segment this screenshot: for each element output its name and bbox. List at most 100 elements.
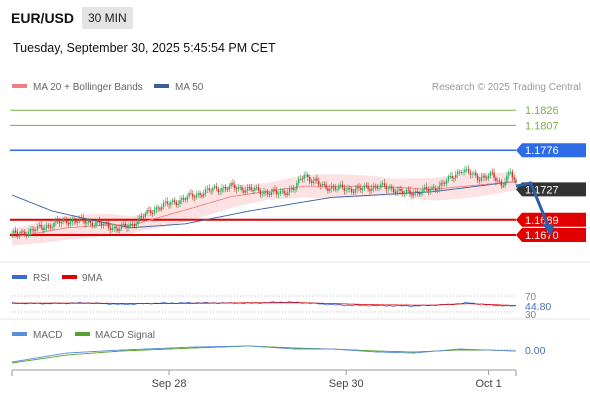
candle-body	[177, 203, 179, 205]
candle-body	[312, 180, 315, 183]
candle-body	[175, 202, 178, 205]
candle-body	[117, 228, 119, 231]
candle-body	[445, 180, 448, 184]
candle-body	[318, 181, 320, 185]
candle-body	[270, 191, 273, 195]
candle-body	[374, 186, 377, 187]
candle-body	[392, 188, 395, 193]
candle-body	[259, 190, 262, 195]
candle-body	[272, 189, 274, 192]
candle-body	[235, 188, 238, 190]
candle-body	[347, 187, 349, 190]
candle-body	[418, 192, 420, 195]
candle-body	[263, 191, 265, 194]
candle-body	[29, 229, 31, 233]
candle-body	[53, 222, 55, 227]
candle-body	[329, 188, 331, 191]
macd-line	[11, 345, 517, 363]
candle-body	[285, 193, 287, 195]
candle-body	[403, 192, 406, 194]
candle-body	[387, 188, 389, 190]
candle-body	[148, 210, 150, 211]
candle-body	[182, 197, 185, 200]
candle-body	[60, 221, 63, 224]
candle-body	[455, 174, 457, 179]
candle-body	[206, 188, 209, 190]
candle-body	[279, 190, 282, 194]
candle-body	[409, 190, 411, 194]
candle-body	[323, 183, 325, 185]
candle-body	[288, 188, 291, 193]
candle-body	[67, 223, 70, 225]
candle-body	[350, 188, 353, 193]
candle-body	[402, 191, 404, 194]
candle-body	[423, 187, 426, 189]
candle-body	[20, 231, 22, 234]
candle-body	[170, 202, 172, 205]
candle-body	[290, 188, 293, 190]
candle-body	[341, 184, 344, 188]
candle-body	[451, 175, 453, 179]
candle-body	[195, 194, 198, 198]
candle-body	[199, 193, 201, 195]
candle-body	[186, 196, 189, 200]
candle-body	[316, 178, 318, 182]
candle-body	[381, 183, 384, 185]
candle-body	[35, 229, 37, 231]
candle-body	[25, 234, 28, 236]
candle-body	[40, 224, 42, 228]
candle-body	[493, 172, 495, 178]
candle-body	[45, 225, 48, 228]
candle-body	[484, 175, 486, 178]
candle-body	[453, 178, 455, 179]
candle-body	[361, 188, 364, 190]
candle-body	[473, 172, 475, 174]
candle-body	[153, 209, 156, 214]
candle-body	[162, 202, 165, 207]
rsi-legend-swatch	[12, 275, 27, 279]
candle-body	[173, 200, 176, 203]
ma50-legend-swatch	[154, 84, 169, 88]
candle-body	[476, 175, 479, 181]
candle-body	[299, 178, 302, 180]
candle-body	[257, 187, 260, 191]
candle-body	[137, 219, 139, 225]
candle-body	[11, 233, 13, 235]
candle-body	[224, 187, 227, 189]
candle-body	[113, 226, 115, 229]
candle-body	[372, 186, 375, 189]
candle-body	[82, 217, 84, 222]
candle-body	[363, 185, 366, 189]
candle-body	[274, 189, 276, 191]
candle-body	[356, 186, 358, 190]
candle-body	[281, 190, 283, 192]
forecast-arrowhead	[541, 223, 555, 236]
candle-body	[486, 177, 488, 179]
candle-body	[179, 199, 181, 204]
candle-body	[64, 219, 66, 220]
candle-body	[465, 169, 468, 170]
candle-body	[237, 187, 240, 190]
macd-signal-legend-label: MACD Signal	[95, 330, 155, 341]
candle-body	[213, 186, 216, 188]
candle-body	[380, 184, 382, 188]
candle-body	[354, 189, 357, 193]
candle-body	[98, 220, 101, 223]
candle-body	[378, 187, 380, 189]
candle-body	[120, 224, 123, 229]
timestamp-label: Tuesday, September 30, 2025 5:45:54 PM C…	[13, 41, 276, 55]
candle-body	[66, 219, 68, 224]
x-axis-tick-label: Sep 30	[329, 378, 364, 390]
candle-body	[352, 192, 355, 193]
candle-body	[142, 216, 145, 218]
candle-body	[93, 225, 95, 227]
level-tag-pivot	[516, 143, 586, 158]
candle-body	[51, 226, 53, 228]
candle-body	[343, 187, 346, 191]
timeframe-badge[interactable]: 30 MIN	[82, 7, 133, 29]
candle-body	[192, 193, 194, 197]
candle-body	[232, 183, 234, 185]
candle-body	[255, 187, 258, 189]
candle-body	[504, 181, 506, 186]
candle-body	[431, 187, 433, 190]
